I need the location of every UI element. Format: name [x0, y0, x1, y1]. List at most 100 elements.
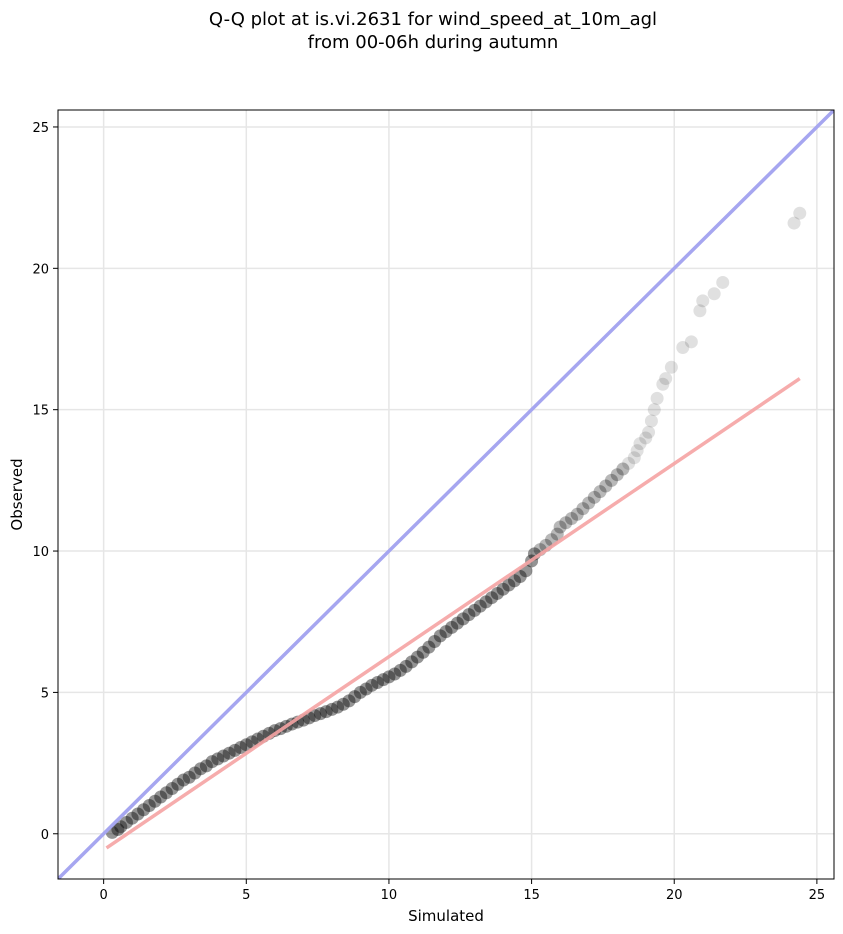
data-point	[131, 807, 145, 821]
data-point	[399, 659, 413, 673]
chart-subtitle: from 00-06h during autumn	[307, 32, 559, 53]
data-point	[111, 823, 125, 837]
y-tick-label: 10	[32, 545, 49, 560]
data-point	[234, 741, 248, 755]
data-point	[716, 275, 730, 289]
data-point	[239, 738, 253, 752]
data-point	[331, 700, 345, 714]
data-point	[550, 527, 564, 541]
data-point	[659, 372, 673, 386]
chart-title: Q-Q plot at is.vi.2631 for wind_speed_at…	[208, 9, 658, 30]
data-point	[154, 790, 168, 804]
data-point	[376, 673, 390, 687]
data-point	[359, 682, 373, 696]
data-point	[165, 782, 179, 796]
y-axis-label: Observed	[8, 458, 26, 530]
data-point	[485, 591, 499, 605]
data-point	[211, 752, 225, 766]
data-point	[142, 798, 156, 812]
data-point	[114, 820, 128, 834]
data-point	[450, 616, 464, 630]
x-tick-label: 10	[381, 888, 398, 903]
fit-line	[105, 377, 801, 850]
x-tick-label: 15	[523, 888, 540, 903]
data-point	[642, 425, 656, 439]
data-point	[496, 582, 510, 596]
data-point	[137, 803, 151, 817]
data-point	[353, 685, 367, 699]
data-point	[693, 304, 707, 318]
x-tick-label: 5	[242, 888, 250, 903]
data-point	[388, 667, 402, 681]
data-point	[656, 377, 670, 391]
y-tick-label: 15	[32, 404, 49, 419]
data-point	[194, 762, 208, 776]
data-point	[559, 516, 573, 530]
data-point	[405, 655, 419, 669]
data-point	[513, 569, 527, 583]
data-point	[664, 360, 678, 374]
data-point	[630, 444, 644, 458]
data-point	[308, 709, 322, 723]
data-point	[462, 608, 476, 622]
y-tick-label: 5	[41, 686, 49, 701]
data-point	[604, 473, 618, 487]
data-point	[433, 629, 447, 643]
data-point	[216, 749, 230, 763]
data-point	[622, 456, 636, 470]
data-point	[647, 403, 661, 417]
data-point	[428, 635, 442, 649]
data-point	[371, 676, 385, 690]
data-point	[468, 603, 482, 617]
data-point	[616, 462, 630, 476]
data-point	[593, 485, 607, 499]
data-point	[393, 663, 407, 677]
x-tick-label: 25	[809, 888, 826, 903]
data-point	[599, 479, 613, 493]
data-point	[439, 625, 453, 639]
data-point	[348, 690, 362, 704]
data-point	[610, 468, 624, 482]
data-point	[422, 640, 436, 654]
data-point	[490, 586, 504, 600]
data-point	[639, 431, 653, 445]
data-point	[159, 786, 173, 800]
data-point	[205, 755, 219, 769]
data-point	[382, 670, 396, 684]
identity-line	[58, 110, 834, 879]
data-point	[182, 770, 196, 784]
data-point	[456, 612, 470, 626]
data-point	[507, 574, 521, 588]
data-point	[633, 437, 647, 451]
data-point	[319, 705, 333, 719]
data-point	[365, 678, 379, 692]
data-point	[199, 759, 213, 773]
data-point	[479, 595, 493, 609]
data-point	[696, 294, 710, 308]
data-point	[313, 707, 327, 721]
y-tick-label: 25	[32, 121, 49, 136]
data-point	[565, 512, 579, 526]
data-point	[553, 520, 567, 534]
points-group	[105, 206, 807, 839]
data-point	[570, 507, 584, 521]
data-point	[473, 599, 487, 613]
data-point	[119, 815, 133, 829]
data-point	[787, 216, 801, 230]
data-point	[416, 645, 430, 659]
data-point	[222, 746, 236, 760]
data-point	[342, 694, 356, 708]
y-tick-label: 0	[41, 828, 49, 843]
data-point	[336, 697, 350, 711]
data-point	[445, 620, 459, 634]
y-tick-label: 20	[32, 262, 49, 277]
data-point	[627, 451, 641, 465]
plot-area	[58, 110, 834, 879]
plot-frame	[57, 109, 835, 880]
data-point	[650, 391, 664, 405]
chart-title-block: Q-Q plot at is.vi.2631 for wind_speed_at…	[0, 8, 843, 54]
data-point	[148, 794, 162, 808]
data-point	[188, 766, 202, 780]
data-point	[644, 414, 658, 428]
